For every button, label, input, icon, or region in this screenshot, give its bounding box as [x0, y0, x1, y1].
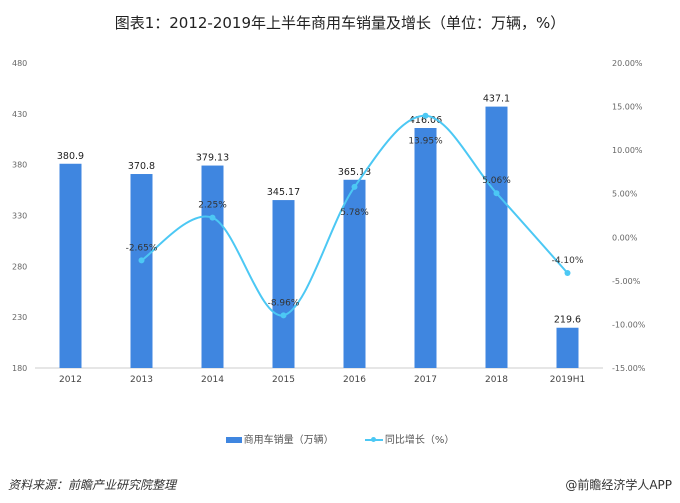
y-right-tick-label: 0.00% — [612, 233, 638, 242]
line-data-label: 5.78% — [340, 208, 369, 218]
y-left-tick-label: 330 — [12, 212, 27, 221]
y-right-tick-label: 5.00% — [612, 190, 638, 199]
y-left-tick-label: 480 — [12, 59, 27, 68]
bar-data-label: 219.6 — [554, 315, 581, 326]
legend-item-sales[interactable]: 商用车销量（万辆） — [225, 431, 334, 446]
growth-point — [422, 112, 429, 119]
legend-label: 同比增长（%） — [384, 435, 455, 446]
bar-data-label: 380.9 — [57, 151, 84, 162]
y-left-tick-label: 430 — [12, 110, 27, 119]
legend: 商用车销量（万辆） 同比增长（%） — [0, 431, 680, 446]
growth-point — [280, 312, 287, 319]
growth-point — [138, 257, 145, 264]
x-tick-label: 2014 — [201, 375, 224, 385]
line-data-label: 5.06% — [482, 176, 511, 186]
credit: @前瞻经济学人APP — [565, 478, 672, 492]
line-data-label: -2.65% — [126, 243, 158, 253]
bar-data-label: 370.8 — [128, 161, 155, 172]
bar-data-label: 416.06 — [409, 115, 442, 126]
y-left-tick-label: 280 — [12, 262, 27, 271]
y-right-tick-label: -15.00% — [612, 364, 646, 373]
bar — [130, 174, 153, 368]
legend-item-growth[interactable]: 同比增长（%） — [364, 431, 455, 446]
y-right-tick-label: 15.00% — [612, 103, 643, 112]
y-right-tick-label: 20.00% — [612, 59, 643, 68]
x-tick-label: 2018 — [485, 375, 508, 385]
chart-title: 图表1：2012-2019年上半年商用车销量及增长（单位：万辆，%） — [114, 14, 566, 32]
line-data-label: 2.25% — [198, 201, 227, 211]
y-left-tick-label: 380 — [12, 161, 27, 170]
bar — [414, 128, 437, 368]
bar-swatch-icon — [225, 437, 242, 443]
bar — [485, 106, 508, 369]
y-right-tick-label: 10.00% — [612, 146, 643, 155]
bar-data-label: 437.1 — [483, 94, 510, 105]
bar — [59, 163, 82, 368]
bar — [201, 165, 224, 368]
growth-point — [493, 190, 500, 197]
x-tick-label: 2019H1 — [550, 375, 585, 385]
y-right-tick-label: -10.00% — [612, 320, 646, 329]
legend-label: 商用车销量（万辆） — [243, 435, 334, 446]
line-data-label: 13.95% — [408, 137, 443, 147]
bar — [343, 179, 366, 368]
growth-point — [564, 270, 571, 277]
line-data-label: -4.10% — [552, 256, 584, 266]
x-tick-label: 2012 — [59, 375, 82, 385]
bar-data-label: 379.13 — [196, 153, 229, 164]
x-tick-label: 2016 — [343, 375, 366, 385]
source-note: 资料来源：前瞻产业研究院整理 — [8, 478, 177, 492]
bar-data-label: 365.13 — [338, 167, 371, 178]
bar — [556, 327, 579, 368]
x-tick-label: 2013 — [130, 375, 153, 385]
growth-point — [351, 183, 358, 190]
y-left-tick-label: 230 — [12, 313, 27, 322]
x-tick-label: 2015 — [272, 375, 295, 385]
growth-point — [209, 214, 216, 221]
y-left-tick-label: 180 — [12, 364, 27, 373]
bar-data-label: 345.17 — [267, 187, 300, 198]
line-swatch-icon — [364, 437, 383, 442]
bar — [272, 200, 295, 368]
y-right-tick-label: -5.00% — [612, 277, 641, 286]
x-tick-label: 2017 — [414, 375, 437, 385]
line-data-label: -8.96% — [268, 298, 300, 308]
